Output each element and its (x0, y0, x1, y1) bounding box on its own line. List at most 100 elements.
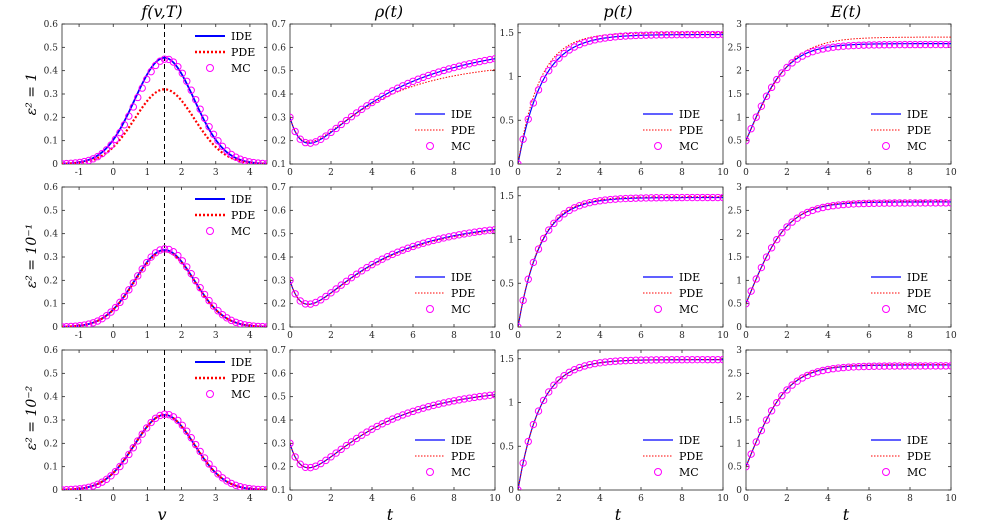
mc-marker (414, 241, 422, 249)
pde-series-line (746, 36, 951, 141)
mc-marker (342, 116, 351, 125)
mc-marker (906, 362, 914, 370)
chart-rho-eps01: 0 2 4 6 8 10 0.1 0.2 0.3 0.4 0.5 0.6 0.7 IDE PDE MC (272, 183, 501, 341)
mc-marker (120, 457, 129, 465)
x-tick-label: 0 (287, 494, 293, 504)
y-tick-label: 0.1 (272, 160, 286, 170)
mc-marker (352, 109, 361, 117)
mc-marker (67, 159, 75, 164)
mc-marker (481, 227, 489, 235)
mc-marker (519, 135, 527, 143)
mc-marker (218, 142, 227, 151)
mc-marker (62, 159, 71, 164)
y-tick-label: 1 (508, 399, 514, 409)
column-title-f: f(v,T) (141, 2, 183, 21)
mc-marker (616, 32, 625, 41)
legend-label-ide: IDE (907, 271, 928, 284)
mc-marker (621, 32, 630, 40)
mc-marker (683, 355, 691, 364)
y-tick-label: 0 (736, 323, 742, 333)
mc-marker (232, 318, 240, 326)
mc-marker (870, 41, 878, 49)
legend-label-pde: PDE (231, 209, 255, 222)
mc-marker (746, 136, 750, 145)
mc-marker (529, 420, 538, 429)
mc-marker (642, 31, 650, 39)
mc-marker (214, 307, 222, 315)
mc-marker (475, 392, 484, 401)
chart-p-eps01: 0 2 4 6 8 10 0 0.5 1 1.5 IDE PDE MC (500, 186, 729, 341)
x-tick-label: 8 (679, 168, 685, 178)
mc-marker (896, 199, 904, 207)
mc-marker (849, 200, 858, 208)
mc-marker (937, 40, 945, 49)
mc-marker (880, 199, 889, 207)
mc-marker (865, 41, 873, 49)
x-tick-label: 0 (743, 168, 749, 178)
mc-marker (668, 31, 676, 39)
mc-marker (596, 359, 604, 367)
y-tick-label: 0.6 (44, 20, 59, 30)
mc-marker (352, 270, 361, 278)
mc-marker (803, 208, 812, 217)
x-tick-label: 2 (784, 494, 790, 504)
mc-marker (550, 60, 558, 68)
mc-marker (757, 102, 766, 110)
mc-marker (111, 303, 120, 312)
y-tick-label: 0 (52, 486, 58, 496)
mc-marker (116, 462, 124, 471)
y-tick-label: 0 (508, 486, 514, 496)
mc-marker (555, 54, 563, 62)
mc-marker (183, 427, 191, 435)
mc-marker (196, 105, 204, 113)
mc-marker (539, 234, 548, 243)
mc-marker (611, 357, 620, 365)
mc-marker (834, 42, 842, 51)
mc-marker (829, 365, 837, 373)
mc-marker (291, 453, 299, 461)
mc-marker (921, 199, 930, 207)
mc-marker (616, 195, 625, 203)
mc-marker (62, 323, 66, 327)
mc-marker (419, 404, 427, 412)
mc-marker (529, 258, 538, 267)
legend-mc-swatch (426, 305, 434, 313)
mc-marker (767, 83, 776, 92)
y-tick-label: 0.2 (44, 439, 58, 449)
mc-marker (393, 413, 402, 421)
x-tick-label: 3 (213, 494, 219, 504)
mc-marker (890, 362, 899, 370)
y-tick-label: 0.6 (272, 369, 287, 379)
mc-marker (855, 199, 863, 208)
mc-marker (470, 228, 479, 236)
mc-marker (916, 199, 924, 207)
chart-E-eps1: 0 2 4 6 8 10 0 0.5 1 1.5 2 2.5 3 IDE PDE MC (728, 20, 957, 178)
mc-marker (901, 362, 909, 370)
mc-marker (575, 201, 584, 210)
mc-marker (414, 405, 422, 414)
mc-marker (747, 125, 755, 133)
chart-rho-eps1: 0 2 4 6 8 10 0.1 0.2 0.3 0.4 0.5 0.6 0.7 IDE PDE MC (272, 20, 501, 178)
y-tick-label: 0.2 (44, 113, 58, 123)
mc-marker (169, 248, 178, 256)
y-tick-label: 1.5 (500, 192, 515, 202)
mc-marker (62, 486, 66, 490)
mc-marker (637, 31, 645, 39)
y-tick-label: 0.5 (272, 230, 287, 240)
mc-marker (931, 199, 940, 207)
mc-marker (263, 486, 267, 490)
mc-marker (200, 290, 209, 299)
mc-marker (880, 362, 889, 370)
y-tick-label: 1 (736, 439, 742, 449)
y-tick-label: 0.6 (272, 43, 287, 53)
mc-marker (586, 37, 594, 45)
mc-marker (80, 157, 88, 164)
mc-marker (76, 485, 84, 490)
mc-marker (151, 61, 160, 70)
legend-label-mc: MC (231, 62, 251, 75)
mc-marker (885, 41, 894, 49)
mc-marker (844, 363, 853, 371)
mc-marker (703, 193, 712, 202)
mc-marker (450, 397, 458, 405)
mc-marker (668, 356, 676, 364)
